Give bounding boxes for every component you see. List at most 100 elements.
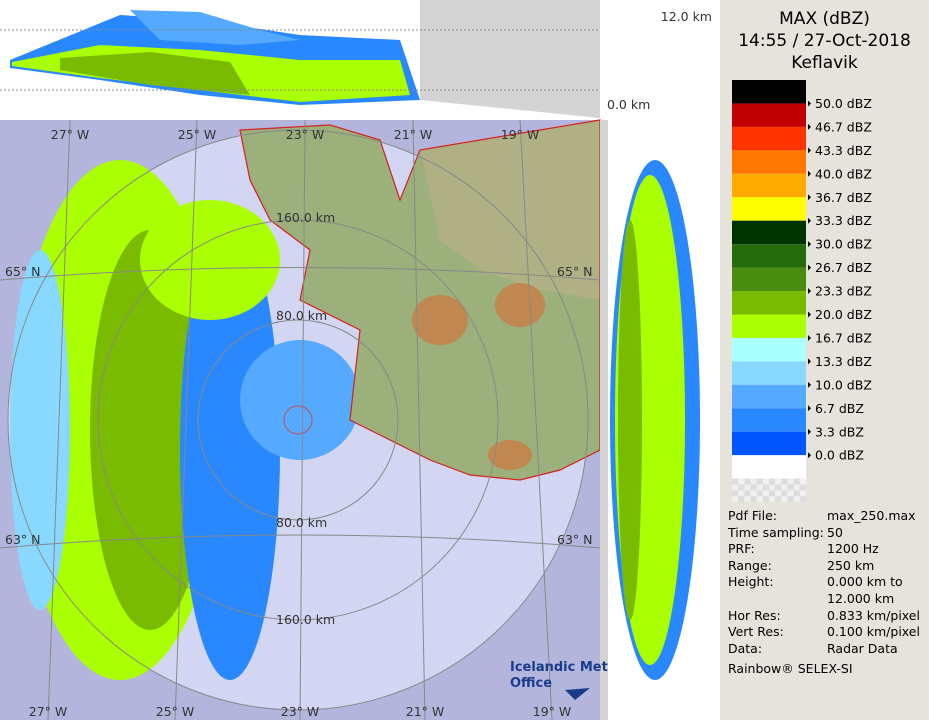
checker [744,478,751,485]
scale-swatch [732,173,806,198]
info-row: PRF: 1200 Hz [728,541,920,558]
scale-label: 36.7 dBZ [815,190,872,205]
lon-label: 25° W [156,704,195,719]
scale-swatch [732,314,806,338]
scale-label: 13.3 dBZ [815,354,872,369]
checker [744,490,751,497]
scale-label: 33.3 dBZ [815,213,872,228]
lon-label: 27° W [29,704,68,719]
checker [744,496,751,503]
checker [738,496,745,503]
lon-label: 21° W [394,127,433,142]
scale-swatch [732,337,806,362]
info-key: Vert Res: [728,624,784,640]
info-row: Data: Radar Data [728,641,920,658]
checker [793,478,800,485]
info-table: Pdf File: max_250.max Time sampling: 50 PRF:… [728,508,920,657]
scale-swatch [732,244,806,268]
checker [769,478,776,485]
tick-arrow [808,428,811,435]
scale-label: 6.7 dBZ [815,401,864,416]
scale-label: 16.7 dBZ [815,330,872,345]
tick-arrow [808,288,811,295]
tick-arrow [808,241,811,248]
color-scale: 50.0 dBZ 46.7 dBZ 43.3 dBZ 40.0 dBZ 36.7 dBZ… [732,80,872,503]
lon-label: 27° W [51,127,90,142]
scale-label: 3.3 dBZ [815,424,864,439]
station: Keflavik [791,53,858,73]
info-key: Range: [728,557,772,573]
range-label: 160.0 km [276,612,335,627]
checker [775,496,782,503]
height-label: 0.0 km [607,97,650,112]
lon-label: 19° W [501,127,540,142]
info-key: PRF: [728,541,755,557]
checker [775,490,782,497]
checker [793,496,800,503]
range-label: 160.0 km [276,210,335,225]
checker [756,478,763,485]
tick-arrow [808,334,811,341]
scale-swatch [732,80,806,104]
checker [793,484,800,491]
checker [781,478,788,485]
checker [732,478,739,485]
range-label: 80.0 km [276,515,327,530]
scale-label: 30.0 dBZ [815,237,872,252]
logo-text: Office [510,676,552,691]
checker [769,496,776,503]
checker [750,484,757,491]
lon-label: 23° W [286,127,325,142]
tick-arrow [808,217,811,224]
lon-label: 23° W [281,704,320,719]
info-row: Range: 250 km [728,558,920,575]
scale-swatch [732,291,806,315]
scale-swatch [732,267,806,292]
scale-swatch [732,220,806,245]
radar-map: 12.0 km 0.0 km 27° W 25° W 23° W 21° W 19° W 27… [0,0,720,720]
scale-label: 10.0 dBZ [815,377,872,392]
checker [787,490,794,497]
info-value: 1200 Hz [827,541,879,557]
checker [750,478,757,485]
checker [793,490,800,497]
checker [756,490,763,497]
info-value: 0.100 km/pixel [827,624,920,640]
scale-swatch [732,384,806,409]
tick-arrow [808,358,811,365]
legend-panel: MAX (dBZ) 14:55 / 27-Oct-2018 Keflavik 5… [720,0,929,720]
checker [738,484,745,491]
checker [732,490,739,497]
scale-swatch [732,150,806,174]
tick-arrow [808,194,811,201]
checker [799,478,807,485]
scale-label: 43.3 dBZ [815,143,872,158]
checker [762,484,770,491]
lat-label: 65° N [557,264,592,279]
tick-arrow [808,381,811,388]
info-value: max_250.max [827,508,916,523]
lat-label: 63° N [557,532,592,547]
info-value: 12.000 km [827,590,895,606]
info-row: Hor Res: 0.833 km/pixel [728,608,920,625]
info-key: Height: [728,574,774,590]
info-key [728,591,827,608]
scale-swatch [732,361,806,385]
tick-arrow [808,311,811,318]
checker [799,490,807,497]
checker [762,496,770,503]
checker [799,496,807,503]
checker [781,484,788,491]
footer: Rainbow® SELEX-SI [728,661,853,676]
info-row: Vert Res: 0.100 km/pixel [728,624,920,641]
checker [732,484,739,491]
tick-arrow [808,100,811,107]
checker [799,484,807,491]
checker [762,478,770,485]
scale-swatch [732,126,806,151]
checker [787,484,794,491]
checker [781,490,788,497]
info-key: Hor Res: [728,607,781,623]
checker [750,496,757,503]
info-row: Height: 0.000 km to [728,574,920,591]
